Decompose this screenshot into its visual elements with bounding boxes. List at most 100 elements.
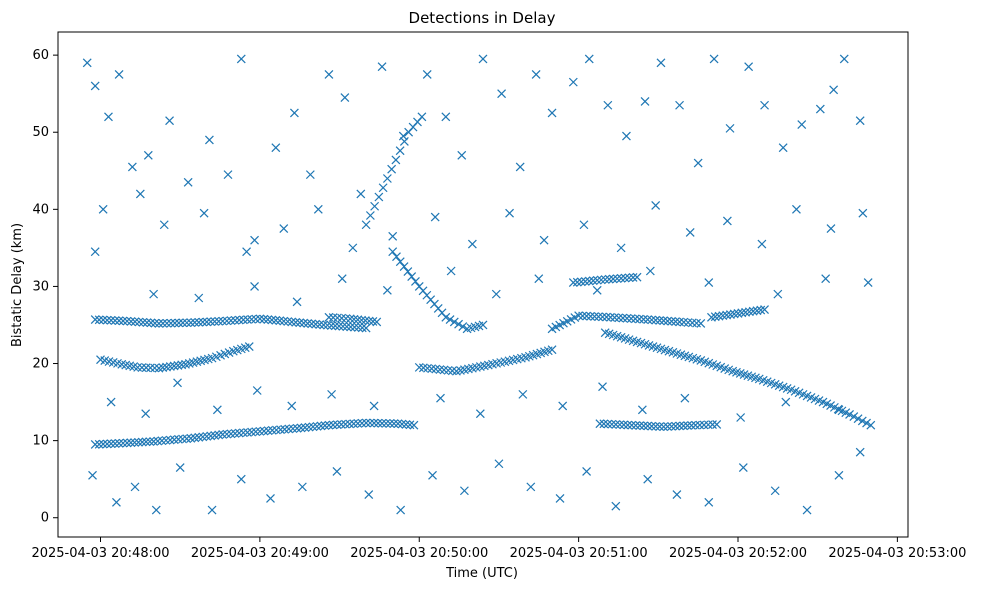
data-point	[114, 438, 124, 448]
data-point	[829, 85, 839, 95]
data-point	[130, 317, 140, 327]
data-point	[393, 419, 403, 429]
data-point	[334, 321, 344, 331]
data-point	[478, 320, 488, 330]
data-point	[693, 158, 703, 168]
data-point	[752, 306, 762, 316]
data-point	[606, 312, 615, 322]
data-point	[672, 490, 682, 500]
data-point	[592, 275, 602, 285]
data-point	[428, 470, 437, 480]
data-point	[292, 297, 302, 307]
data-point	[422, 69, 432, 79]
data-point	[667, 316, 677, 326]
data-point	[255, 426, 265, 436]
data-point	[639, 421, 649, 431]
data-point	[295, 318, 305, 328]
data-point	[497, 89, 507, 99]
data-point	[234, 428, 244, 438]
data-point	[744, 307, 754, 317]
data-point	[539, 235, 549, 245]
data-point	[165, 362, 175, 371]
data-point	[396, 505, 406, 515]
data-point	[555, 494, 565, 503]
data-point	[815, 104, 825, 114]
data-point	[126, 438, 136, 448]
data-point	[574, 311, 584, 321]
data-point	[214, 430, 224, 440]
data-point	[284, 424, 294, 434]
data-point	[515, 162, 525, 172]
data-point	[349, 314, 359, 324]
data-point	[526, 482, 536, 492]
data-point	[327, 389, 337, 399]
data-point	[377, 62, 387, 72]
data-point	[411, 277, 420, 286]
data-point	[280, 424, 290, 434]
data-point	[620, 273, 630, 283]
data-point	[853, 414, 863, 424]
data-point	[712, 420, 722, 429]
data-point	[162, 362, 171, 372]
data-point	[118, 316, 128, 326]
data-point	[336, 420, 346, 429]
data-point	[703, 420, 713, 430]
data-point	[158, 363, 168, 373]
data-point	[223, 170, 233, 180]
data-point	[467, 239, 477, 249]
data-point	[266, 494, 275, 503]
data-point	[166, 318, 176, 328]
data-point	[635, 421, 645, 431]
data-point	[276, 425, 285, 435]
data-point	[158, 318, 168, 328]
data-point	[370, 201, 380, 211]
data-point	[598, 382, 607, 392]
data-point	[491, 289, 501, 299]
data-point	[146, 363, 155, 373]
data-point	[283, 317, 293, 326]
data-point	[756, 305, 766, 315]
data-point	[127, 162, 137, 172]
data-point	[198, 432, 208, 442]
data-point	[279, 224, 289, 234]
data-point	[345, 314, 355, 324]
data-point	[122, 438, 132, 448]
data-point	[145, 437, 155, 447]
data-point	[441, 112, 451, 122]
data-point	[88, 470, 97, 480]
data-point	[718, 311, 728, 321]
data-point	[603, 419, 613, 429]
data-point	[222, 316, 232, 326]
plot-area	[57, 31, 909, 538]
data-point	[696, 319, 706, 328]
data-point	[183, 177, 193, 187]
data-point	[655, 422, 665, 431]
data-point	[614, 313, 624, 323]
data-point	[792, 204, 801, 214]
data-point	[594, 312, 603, 322]
data-point	[150, 318, 160, 328]
data-point	[134, 317, 144, 327]
data-point	[238, 315, 248, 325]
data-point	[725, 310, 735, 319]
data-point	[244, 342, 254, 351]
data-point	[624, 273, 634, 283]
data-point	[304, 422, 314, 432]
data-point	[212, 405, 222, 415]
data-point	[202, 431, 212, 441]
data-point	[704, 497, 714, 507]
data-point	[781, 397, 791, 407]
data-point	[165, 435, 175, 445]
data-point	[389, 419, 399, 428]
data-point	[357, 315, 366, 325]
data-point	[760, 100, 769, 110]
data-point	[106, 315, 116, 325]
data-point	[392, 252, 401, 262]
data-point	[651, 201, 661, 210]
data-point	[198, 317, 208, 327]
data-point	[122, 316, 132, 326]
data-point	[458, 322, 468, 331]
data-point	[315, 320, 325, 330]
data-point	[651, 315, 661, 325]
